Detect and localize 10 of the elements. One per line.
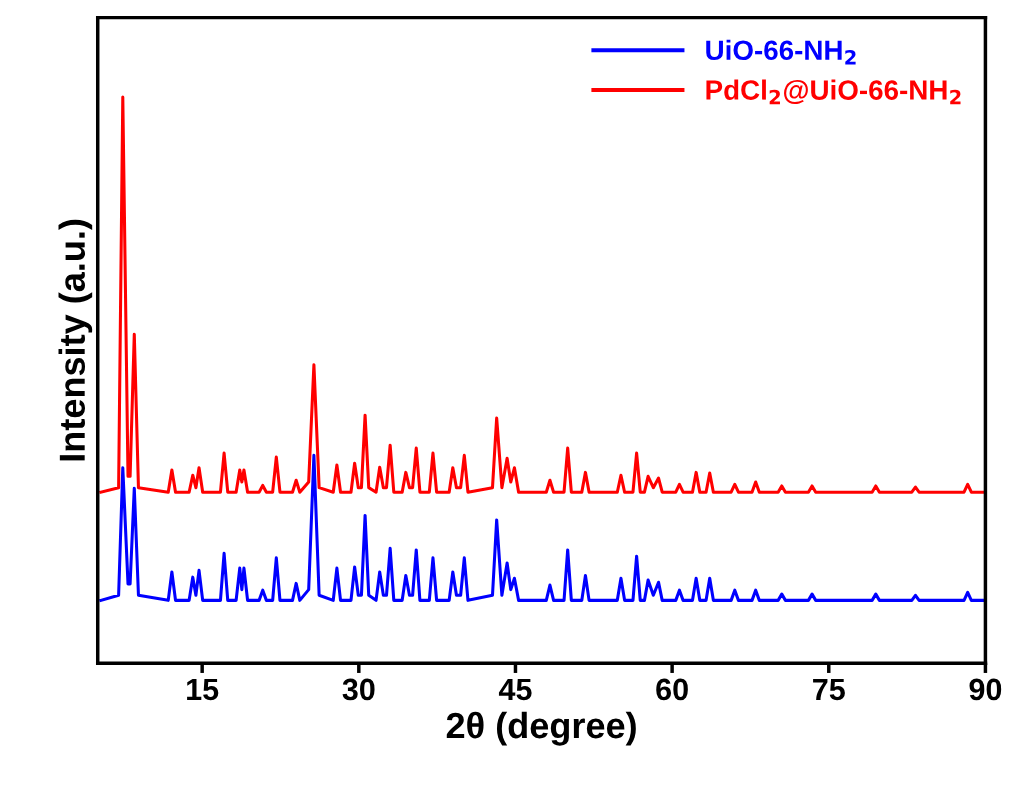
y-axis-title: Intensity (a.u.) xyxy=(58,219,93,461)
x-axis-title: 2θ (degree) xyxy=(446,711,636,746)
x-tick-label: 75 xyxy=(813,678,845,701)
legend-label: PdCl$_{2}$@UiO-66-NH$_{2}$ xyxy=(706,79,961,105)
x-tick-label: 60 xyxy=(656,678,688,701)
legend-label: UiO-66-NH$_{2}$ xyxy=(706,39,856,65)
x-tick-label: 30 xyxy=(342,678,375,701)
x-tick-label: 45 xyxy=(498,678,532,701)
x-tick-label: 15 xyxy=(187,678,219,701)
x-tick-label: 90 xyxy=(969,678,1002,701)
